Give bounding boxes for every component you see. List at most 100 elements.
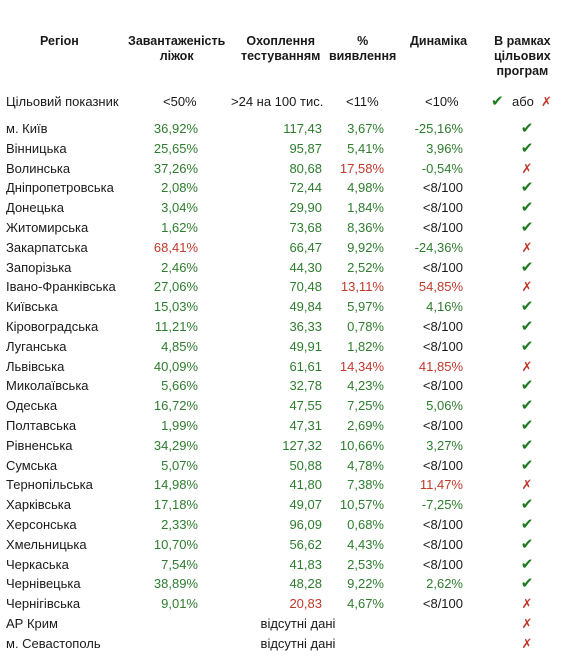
- detection-value: 7,38%: [347, 477, 384, 493]
- table-row: Рівненська 34,29% 127,32 10,66% 3,27% ✔: [0, 436, 568, 456]
- check-icon: ✔: [520, 377, 534, 395]
- testing-value: 56,62: [289, 536, 322, 552]
- table-row: Полтавська 1,99% 47,31 2,69% <8/100 ✔: [0, 416, 568, 436]
- detection-value: 9,22%: [347, 576, 384, 592]
- region-name: Рівненська: [6, 437, 73, 453]
- check-icon: ✔: [520, 258, 534, 276]
- no-data-text: відсутні дані: [260, 635, 336, 651]
- cross-icon: ✗: [521, 160, 533, 176]
- header-detection-rate: % виявлення: [329, 34, 397, 63]
- testing-value: 61,61: [289, 358, 322, 374]
- detection-value: 0,78%: [347, 319, 384, 334]
- region-name: м. Київ: [6, 121, 48, 136]
- detection-value: 2,53%: [347, 556, 384, 572]
- cross-icon: ✗: [521, 477, 533, 493]
- region-name: Київська: [6, 299, 58, 315]
- dynamics-value: <8/100: [422, 418, 463, 433]
- region-name: Хмельницька: [6, 536, 87, 552]
- detection-value: 17,58%: [339, 160, 384, 176]
- bed-load-value: 1,62%: [161, 220, 198, 235]
- region-name: Миколаївська: [6, 378, 89, 394]
- dynamics-value: 41,85%: [418, 358, 463, 374]
- cross-icon: ✗: [521, 358, 533, 374]
- check-icon: ✔: [520, 397, 534, 415]
- dynamics-value: <8/100: [422, 556, 463, 572]
- region-name: Вінницька: [6, 140, 67, 156]
- detection-value: 4,67%: [347, 596, 384, 612]
- testing-value: 49,91: [289, 338, 322, 354]
- dynamics-value: <8/100: [422, 536, 463, 552]
- testing-value: 72,44: [289, 180, 322, 196]
- dynamics-value: 4,16%: [426, 299, 463, 315]
- header-bed-load: Завантаженість ліжок: [128, 34, 226, 63]
- region-name: Львівська: [6, 358, 65, 374]
- table-row: Чернівецька 38,89% 48,28 9,22% 2,62% ✔: [0, 574, 568, 594]
- region-name: Запорізька: [6, 259, 72, 275]
- check-icon: ✔: [520, 456, 534, 474]
- bed-load-value: 68,41%: [153, 239, 198, 255]
- detection-value: 4,43%: [347, 536, 384, 552]
- table-row: Донецька 3,04% 29,90 1,84% <8/100 ✔: [0, 198, 568, 218]
- region-name: Закарпатська: [6, 239, 88, 255]
- check-icon: ✔: [520, 179, 534, 197]
- detection-value: 2,69%: [347, 418, 384, 433]
- dynamics-value: 11,47%: [419, 477, 463, 493]
- bed-load-value: 2,08%: [161, 180, 198, 196]
- table-row: Херсонська 2,33% 96,09 0,68% <8/100 ✔: [0, 515, 568, 535]
- testing-value: 96,09: [289, 517, 322, 532]
- region-name: м. Севастополь: [6, 635, 101, 651]
- detection-value: 4,78%: [347, 457, 384, 473]
- testing-value: 48,28: [289, 576, 322, 592]
- testing-value: 41,80: [289, 477, 322, 493]
- bed-load-value: 36,92%: [153, 121, 198, 136]
- check-icon: ✔: [520, 318, 534, 335]
- check-icon: ✔: [520, 575, 534, 593]
- bed-load-value: 11,21%: [154, 319, 198, 334]
- check-icon: ✔: [520, 436, 534, 454]
- testing-value: 117,43: [283, 121, 322, 136]
- check-icon: ✔: [520, 417, 534, 434]
- table-row: Вінницька 25,65% 95,87 5,41% 3,96% ✔: [0, 139, 568, 159]
- detection-value: 5,41%: [347, 140, 384, 156]
- dynamics-value: 5,06%: [426, 398, 463, 414]
- region-name: Харківська: [6, 497, 71, 513]
- region-name: Волинська: [6, 160, 71, 176]
- table-row: Одеська 16,72% 47,55 7,25% 5,06% ✔: [0, 396, 568, 416]
- target-dynamics: <10%: [425, 94, 459, 109]
- testing-value: 36,33: [289, 319, 322, 334]
- bed-load-value: 40,09%: [153, 358, 198, 374]
- detection-value: 10,66%: [339, 437, 384, 453]
- table-row: Київська 15,03% 49,84 5,97% 4,16% ✔: [0, 297, 568, 317]
- region-name: Одеська: [6, 398, 58, 414]
- dynamics-value: -24,36%: [414, 239, 463, 255]
- testing-value: 66,47: [289, 239, 322, 255]
- bed-load-value: 3,04%: [161, 200, 198, 216]
- detection-value: 4,98%: [347, 180, 384, 196]
- header-region: Регіон: [40, 34, 79, 48]
- check-icon: ✔: [520, 535, 534, 553]
- check-icon: ✔: [520, 199, 534, 217]
- header-dynamics: Динаміка: [410, 34, 468, 48]
- table-row: Хмельницька 10,70% 56,62 4,43% <8/100 ✔: [0, 535, 568, 555]
- bed-load-value: 17,18%: [153, 497, 198, 513]
- check-icon: ✔: [520, 139, 534, 157]
- table-row: Дніпропетровська 2,08% 72,44 4,98% <8/100 ✔: [0, 178, 568, 198]
- dynamics-value: <8/100: [422, 220, 463, 235]
- table-row: Тернопільська 14,98% 41,80 7,38% 11,47% ✗: [0, 475, 568, 495]
- dynamics-value: 2,62%: [426, 576, 463, 592]
- dynamics-value: <8/100: [422, 378, 463, 394]
- bed-load-value: 38,89%: [153, 576, 198, 592]
- bed-load-value: 37,26%: [153, 160, 198, 176]
- cross-icon: ✗: [521, 635, 533, 651]
- check-icon: ✔: [520, 337, 534, 355]
- region-name: АР Крим: [6, 616, 58, 631]
- dynamics-value: <8/100: [422, 180, 463, 196]
- header-testing-coverage: Охоплення тестуванням: [241, 34, 321, 63]
- region-name: Чернігівська: [6, 596, 81, 612]
- target-label: Цільовий показник: [6, 94, 119, 109]
- check-icon: ✔: [491, 93, 504, 110]
- cross-icon: ✗: [521, 596, 533, 612]
- table-row: АР Крим відсутні дані ✗: [0, 614, 568, 634]
- dynamics-value: <8/100: [422, 517, 463, 532]
- detection-value: 4,23%: [347, 378, 384, 394]
